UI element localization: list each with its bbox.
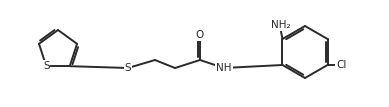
Text: NH₂: NH₂ [271,20,290,30]
Text: NH: NH [216,63,232,73]
Text: O: O [196,30,204,40]
Text: S: S [43,61,49,71]
Text: S: S [125,63,131,73]
Text: Cl: Cl [336,60,347,70]
